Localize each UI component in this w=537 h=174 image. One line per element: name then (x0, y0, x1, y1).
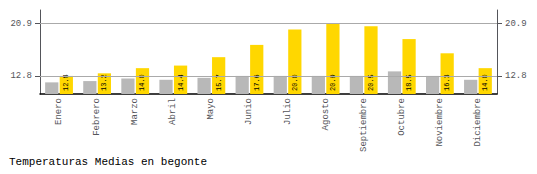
svg-text:Septiembre: Septiembre (359, 98, 369, 152)
svg-text:20.0: 20.0 (290, 74, 299, 91)
svg-text:Abril: Abril (168, 98, 178, 125)
svg-text:Octubre: Octubre (397, 98, 407, 136)
svg-text:Junio: Junio (244, 98, 254, 125)
svg-text:12.8: 12.8 (62, 74, 71, 91)
svg-text:20.9: 20.9 (328, 74, 337, 91)
svg-text:14.4: 14.4 (176, 74, 185, 91)
svg-text:12.8: 12.8 (10, 71, 32, 81)
svg-text:Febrero: Febrero (92, 98, 102, 136)
svg-text:12.8: 12.8 (505, 71, 527, 81)
svg-text:15.7: 15.7 (214, 74, 223, 91)
svg-text:20.9: 20.9 (10, 19, 32, 29)
svg-text:Julio: Julio (283, 98, 293, 125)
svg-text:Marzo: Marzo (130, 98, 140, 125)
svg-text:18.5: 18.5 (405, 74, 414, 91)
svg-text:Temperaturas Medias en begonte: Temperaturas Medias en begonte (9, 156, 207, 168)
svg-text:16.3: 16.3 (443, 74, 452, 91)
svg-text:Mayo: Mayo (206, 98, 216, 120)
svg-text:17.6: 17.6 (252, 74, 261, 91)
svg-text:14.0: 14.0 (138, 74, 147, 91)
svg-text:20.5: 20.5 (367, 74, 375, 91)
svg-text:Agosto: Agosto (321, 98, 331, 130)
svg-text:13.2: 13.2 (100, 74, 109, 91)
svg-text:Enero: Enero (54, 98, 64, 125)
svg-text:Diciembre: Diciembre (473, 98, 483, 147)
svg-text:Noviembre: Noviembre (435, 98, 445, 147)
svg-text:14.0: 14.0 (481, 74, 490, 91)
svg-text:20.9: 20.9 (505, 19, 527, 29)
